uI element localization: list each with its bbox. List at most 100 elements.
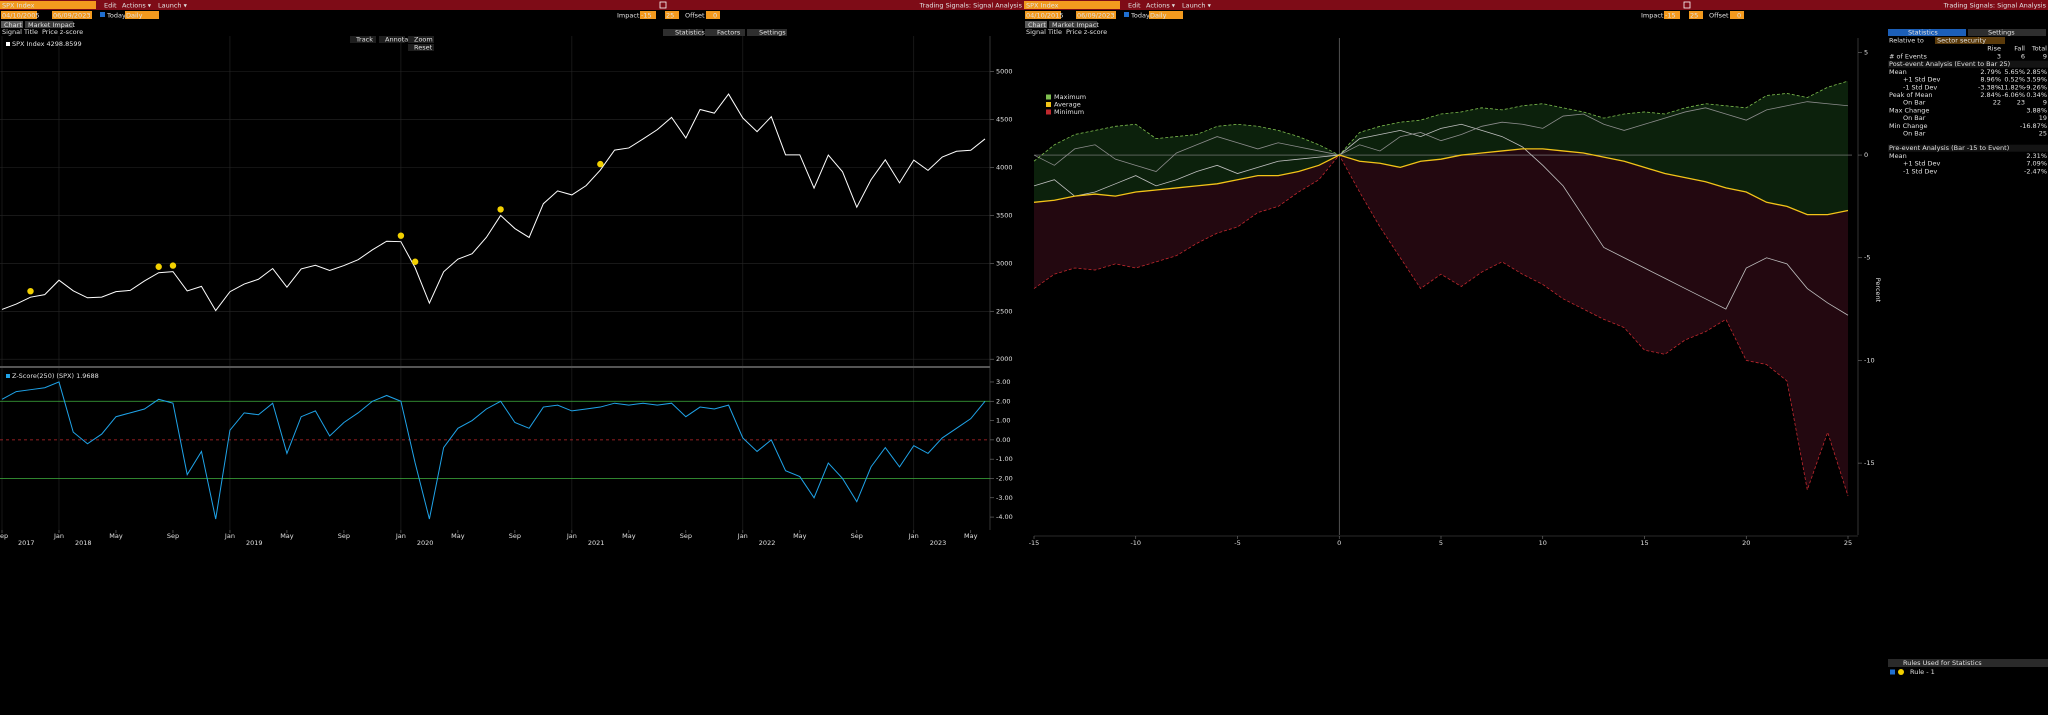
chart-tool-label[interactable]: Track — [355, 36, 373, 44]
tool-tab-label[interactable]: Factors — [717, 29, 741, 37]
impact-from-text[interactable]: -15 — [641, 12, 652, 20]
offset-text[interactable]: 0 — [1737, 12, 1741, 20]
app-icon[interactable] — [1683, 1, 1691, 9]
offset-text[interactable]: 0 — [713, 12, 717, 20]
signal-marker[interactable] — [27, 287, 34, 295]
signal-marker[interactable] — [497, 206, 504, 213]
row-label: Peak of Mean — [1889, 91, 1933, 99]
rule-label[interactable]: Rule - 1 — [1910, 668, 1935, 676]
impact-to-text[interactable]: 25 — [1690, 12, 1698, 20]
row-label: Mean — [1889, 68, 1907, 76]
security-name[interactable]: SPX Index — [1026, 2, 1059, 10]
y-tick-label: 5 — [1864, 48, 1868, 56]
end-date[interactable] — [1076, 11, 1116, 19]
impact-from[interactable] — [640, 11, 656, 19]
stats-tab[interactable] — [1968, 29, 2046, 36]
relative-to-field[interactable] — [1935, 37, 2005, 44]
row-label: -1 Std Dev — [1903, 167, 1937, 175]
stats-tab-label[interactable]: Statistics — [1908, 29, 1938, 37]
menu-item[interactable]: Actions ▾ — [1146, 2, 1176, 10]
row-label: Min Change — [1889, 122, 1928, 130]
menu-item[interactable]: Launch ▾ — [158, 2, 188, 10]
signal-marker[interactable] — [411, 258, 419, 265]
end-date-text[interactable]: 06/09/2023 — [1077, 12, 1114, 20]
tool-tab-label[interactable]: Settings — [759, 29, 786, 37]
tab[interactable] — [1, 21, 23, 28]
y-tick-label: 3.00 — [996, 378, 1010, 386]
impact-from[interactable] — [1664, 11, 1680, 19]
chart-tool[interactable] — [350, 36, 376, 43]
chart-tool[interactable] — [408, 44, 434, 51]
stats-tab[interactable] — [1888, 29, 1966, 36]
frequency-field[interactable] — [125, 11, 159, 19]
rules-title: Rules Used for Statistics — [1903, 659, 1982, 667]
row-value: 2.85% — [2026, 68, 2047, 76]
tab[interactable] — [1025, 21, 1047, 28]
start-date[interactable] — [1025, 11, 1061, 19]
offset-field[interactable] — [706, 11, 720, 19]
signal-marker[interactable] — [597, 160, 604, 168]
y-tick-label: 2000 — [996, 355, 1013, 363]
signal-marker[interactable] — [169, 262, 177, 269]
tab-label[interactable]: Chart — [1028, 21, 1046, 29]
x-tick-label: Jan — [224, 532, 235, 540]
row-value: 9 — [2043, 53, 2047, 61]
frequency-text[interactable]: Daily — [1150, 12, 1167, 20]
y-tick-label: -5 — [1864, 254, 1870, 262]
menu-item[interactable]: Edit — [104, 2, 117, 10]
impact-to[interactable] — [665, 11, 679, 19]
security-field[interactable] — [1024, 1, 1120, 9]
title-bar — [0, 0, 1024, 10]
x-tick-label: Sep — [851, 532, 863, 540]
start-date-text[interactable]: 04/10/2005 — [2, 12, 39, 20]
chart-tool[interactable] — [379, 36, 405, 43]
app-icon[interactable] — [659, 1, 667, 9]
signal-marker[interactable] — [397, 232, 405, 239]
tab[interactable] — [25, 21, 73, 28]
x-tick-label: 25 — [1844, 539, 1852, 547]
today-checkbox[interactable] — [100, 12, 105, 17]
end-date-text[interactable]: 06/09/2023 — [53, 12, 90, 20]
row-value: -11.82% — [1998, 83, 2025, 91]
frequency-field[interactable] — [1149, 11, 1183, 19]
impact-to-text[interactable]: 25 — [666, 12, 674, 20]
relative-to-value[interactable]: Sector security — [1937, 37, 1986, 45]
chart-tool[interactable] — [408, 36, 434, 43]
rule-checkbox[interactable] — [1890, 669, 1895, 675]
event-line — [1033, 154, 1849, 497]
frequency-text[interactable]: Daily — [126, 12, 143, 20]
signal-marker[interactable] — [155, 263, 162, 270]
stats-tab-label[interactable]: Settings — [1988, 29, 2015, 37]
y-tick-label: 4000 — [996, 163, 1013, 171]
tool-tab[interactable] — [663, 29, 703, 36]
menu-item[interactable]: Actions ▾ — [122, 2, 152, 10]
tool-tab[interactable] — [705, 29, 745, 36]
tool-tab[interactable] — [747, 29, 787, 36]
impact-from-text[interactable]: -15 — [1665, 12, 1676, 20]
row-label: # of Events — [1889, 53, 1927, 61]
start-date-text[interactable]: 04/10/2015 — [1026, 12, 1063, 20]
end-date[interactable] — [52, 11, 92, 19]
impact-to[interactable] — [1689, 11, 1703, 19]
tab-label[interactable]: Market Impact — [1052, 21, 1099, 29]
menu-item[interactable]: Launch ▾ — [1182, 2, 1212, 10]
menu-item[interactable]: Edit — [1128, 2, 1141, 10]
chart-tool-label[interactable]: Zoom — [414, 36, 433, 44]
security-field[interactable] — [0, 1, 96, 9]
tab[interactable] — [1049, 21, 1097, 28]
today-checkbox[interactable] — [1124, 12, 1129, 17]
start-date[interactable] — [1, 11, 37, 19]
y-axis-label: Percent — [1874, 278, 1882, 303]
row-value: 25 — [2039, 130, 2047, 138]
chart-tool-label[interactable]: Annotate — [385, 36, 415, 44]
tab-label[interactable]: Market Impact — [28, 21, 75, 29]
tool-tab-label[interactable]: Statistics — [675, 29, 705, 37]
tab-label[interactable]: Chart — [4, 21, 22, 29]
chart-tool-label[interactable]: Reset — [414, 44, 433, 52]
row-value: -16.87% — [2020, 122, 2047, 130]
offset-field[interactable] — [1730, 11, 1744, 19]
security-name[interactable]: SPX Index — [2, 2, 35, 10]
y-tick-label: 0 — [1864, 151, 1868, 159]
legend-entry: Z-Score(250) (SPX) 1.9688 — [12, 372, 99, 380]
offset-label: Offset — [685, 12, 705, 20]
